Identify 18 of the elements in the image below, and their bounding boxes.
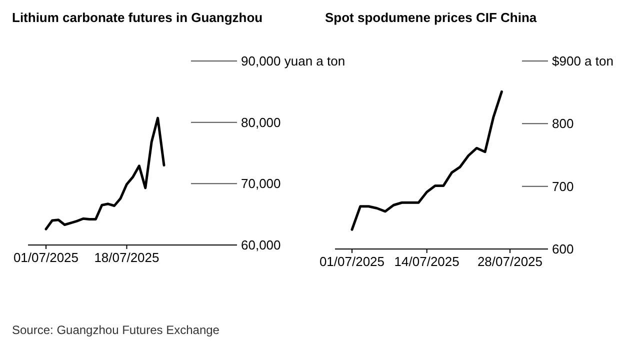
chart-title: Lithium carbonate futures in Guangzhou xyxy=(12,10,263,25)
y-tick-label: 800 xyxy=(552,116,574,132)
x-tick-label: 28/07/2025 xyxy=(477,254,543,269)
y-tick-label: 60,000 xyxy=(241,238,281,252)
x-tick-label: 01/07/2025 xyxy=(13,250,79,265)
line-series xyxy=(350,90,503,231)
y-tick-label: 70,000 xyxy=(241,176,281,192)
y-tick-label: 90,000 yuan a ton xyxy=(241,54,346,68)
source-note: Source: Guangzhou Futures Exchange xyxy=(12,323,220,337)
chart-title: Spot spodumene prices CIF China xyxy=(325,10,538,25)
y-tick-label: $900 a ton xyxy=(552,54,614,68)
y-tick-label: 600 xyxy=(552,242,574,256)
x-tick-label: 01/07/2025 xyxy=(319,254,385,269)
x-tick-label: 18/07/2025 xyxy=(94,250,160,265)
y-tick-label: 80,000 xyxy=(241,114,281,130)
y-tick-label: 700 xyxy=(552,178,574,194)
x-tick-label: 14/07/2025 xyxy=(394,254,460,269)
line-series xyxy=(44,116,166,230)
